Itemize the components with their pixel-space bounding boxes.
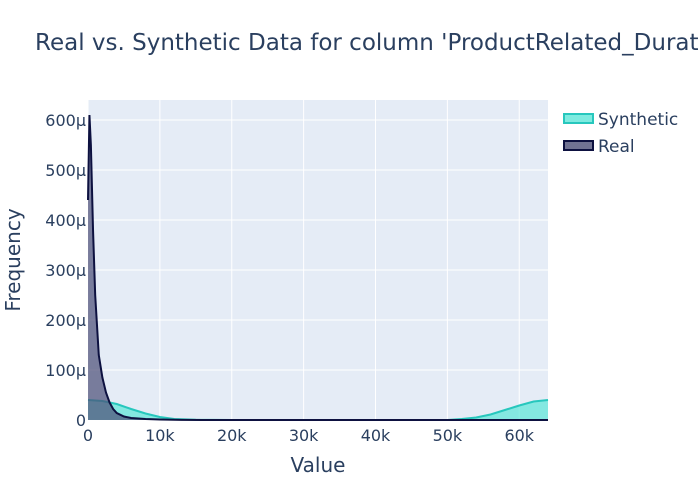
x-tick-label: 40k (361, 426, 391, 445)
x-tick-label: 60k (504, 426, 534, 445)
legend: Synthetic Real (563, 110, 678, 157)
y-tick-label: 100μ (45, 361, 86, 380)
legend-swatch-real (563, 140, 594, 151)
x-tick-label: 20k (217, 426, 247, 445)
y-tick-label: 600μ (45, 111, 86, 130)
x-tick-label: 10k (145, 426, 175, 445)
legend-label-synthetic: Synthetic (598, 110, 678, 130)
plot-area (88, 100, 548, 420)
x-tick-label: 0 (83, 426, 93, 445)
legend-swatch-synthetic (563, 113, 594, 124)
y-tick-label: 200μ (45, 311, 86, 330)
x-tick-label: 50k (433, 426, 463, 445)
y-tick-label: 500μ (45, 161, 86, 180)
series-line-real (87, 114, 548, 421)
y-tick-label: 0 (76, 411, 86, 430)
grid (87, 100, 548, 421)
y-tick-label: 400μ (45, 211, 86, 230)
y-tick-label: 300μ (45, 261, 86, 280)
x-axis-title: Value (291, 453, 346, 477)
y-axis-title: Frequency (1, 208, 25, 311)
x-tick-label: 30k (289, 426, 319, 445)
ticks: 0 10k 20k 30k 40k 50k 60k 0 100μ 200μ 300μ 400μ 500μ… (45, 111, 535, 445)
series-layer (87, 114, 549, 421)
legend-label-real: Real (598, 137, 635, 157)
chart-title: Real vs. Synthetic Data for column 'Prod… (35, 30, 700, 56)
